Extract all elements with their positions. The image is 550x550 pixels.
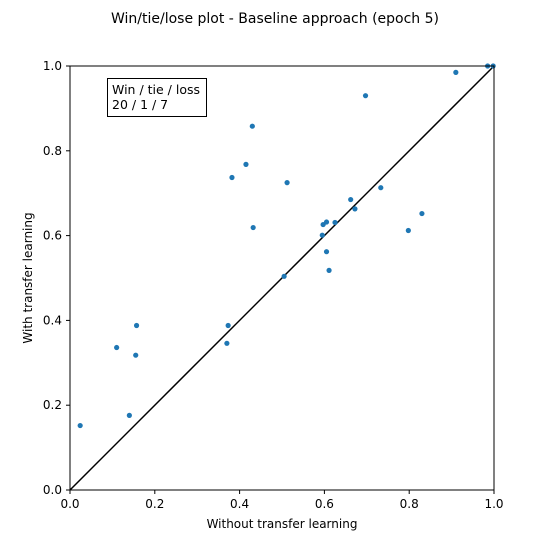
y-tick-label: 0.2 bbox=[43, 398, 62, 412]
x-tick-label: 1.0 bbox=[484, 497, 503, 511]
scatter-point bbox=[225, 322, 231, 329]
diagonal-reference-line bbox=[69, 65, 495, 491]
annotation-frame bbox=[107, 78, 207, 117]
scatter-point bbox=[133, 352, 139, 358]
scatter-point bbox=[362, 93, 369, 99]
scatter-point bbox=[319, 232, 325, 238]
scatter-point bbox=[352, 206, 358, 212]
scatter-point bbox=[281, 273, 287, 279]
axes-frame bbox=[69, 65, 495, 491]
scatter-point bbox=[243, 161, 249, 167]
scatter-point bbox=[326, 267, 332, 273]
scatter-point bbox=[133, 322, 140, 329]
y-tick-label: 0.8 bbox=[43, 144, 62, 158]
scatter-point bbox=[250, 224, 256, 231]
scatter-point bbox=[348, 196, 354, 203]
y-tick-label: 1.0 bbox=[43, 59, 62, 73]
scatter-point bbox=[323, 219, 330, 225]
x-axis-title: Without transfer learning bbox=[207, 517, 358, 531]
annotation-line-2: 20 / 1 / 7 bbox=[112, 97, 168, 112]
scatter-point bbox=[405, 227, 411, 234]
y-tick-label: 0.6 bbox=[43, 229, 62, 243]
scatter-point bbox=[114, 344, 120, 351]
scatter-point bbox=[419, 210, 425, 217]
y-tick-label: 0.4 bbox=[43, 313, 62, 327]
x-tick-label: 0.4 bbox=[230, 497, 249, 511]
scatter-point bbox=[284, 180, 290, 186]
scatter-point bbox=[249, 123, 255, 129]
scatter-point bbox=[453, 69, 459, 75]
scatter-point bbox=[323, 249, 330, 255]
x-tick-label: 0.0 bbox=[60, 497, 79, 511]
plot-area bbox=[69, 63, 496, 491]
annotation-box: Win / tie / loss 20 / 1 / 7 bbox=[107, 78, 207, 117]
scatter-point bbox=[229, 174, 235, 181]
x-tick-label: 0.2 bbox=[145, 497, 164, 511]
scatter-point bbox=[224, 340, 230, 346]
annotation-line-1: Win / tie / loss bbox=[112, 82, 200, 97]
scatter-point bbox=[77, 422, 83, 429]
scatter-point bbox=[378, 185, 384, 191]
chart-title: Win/tie/lose plot - Baseline approach (e… bbox=[111, 11, 439, 27]
scatter-point bbox=[126, 412, 132, 418]
y-axis-title: With transfer learning bbox=[21, 212, 35, 343]
x-tick-label: 0.6 bbox=[315, 497, 334, 511]
y-tick-label: 0.0 bbox=[43, 483, 62, 497]
x-tick-label: 0.8 bbox=[400, 497, 419, 511]
scatter-point bbox=[332, 219, 338, 226]
axis-ticks: 0.0 0.2 0.4 0.6 0.8 1.0 0.0 0.2 0.4 0.6 0.8 1.0 bbox=[43, 59, 504, 511]
